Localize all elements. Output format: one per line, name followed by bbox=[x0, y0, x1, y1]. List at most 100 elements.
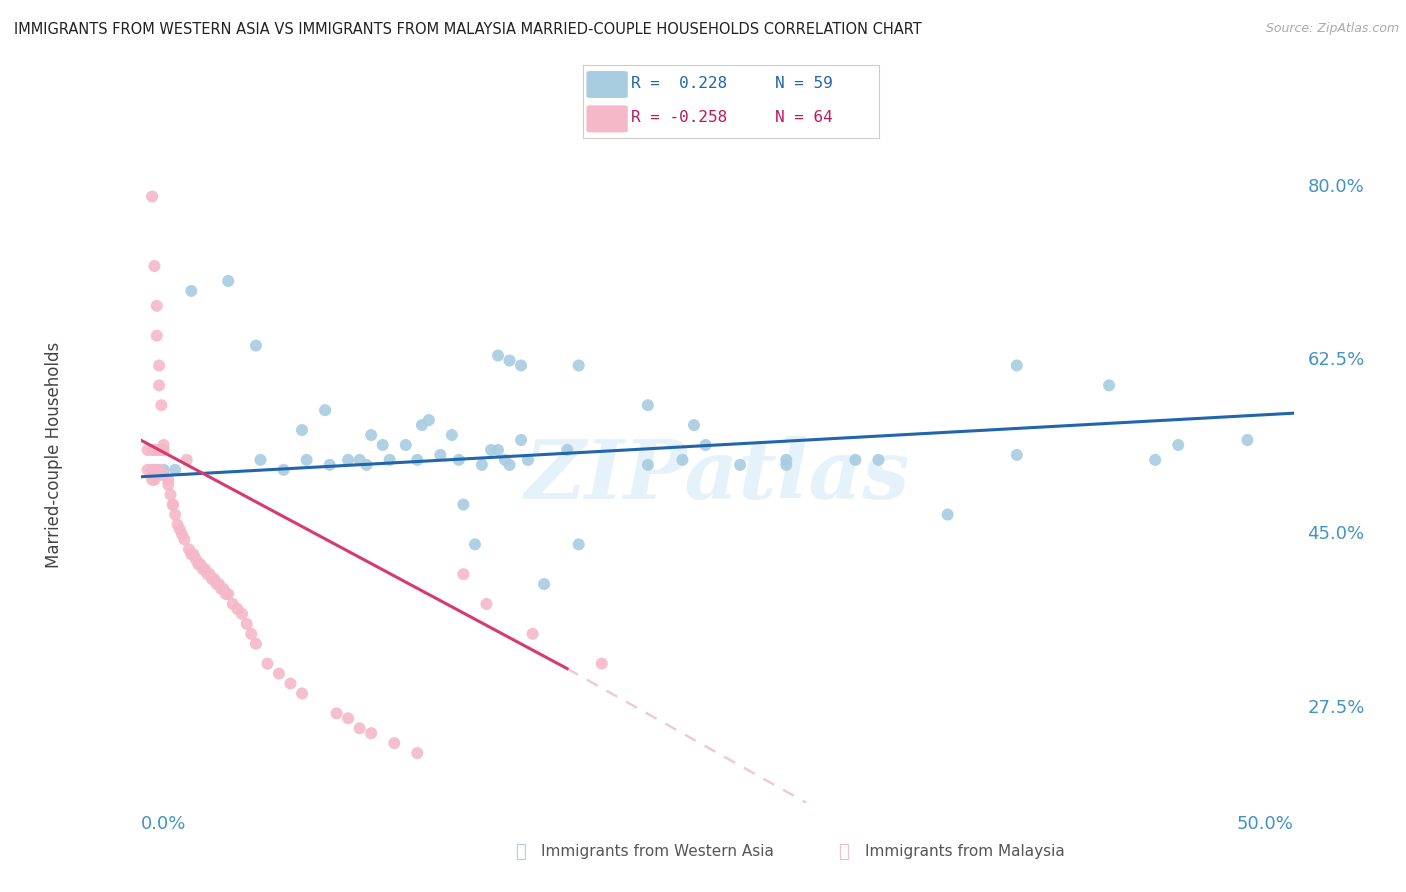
Point bbox=[231, 607, 253, 621]
Point bbox=[190, 558, 212, 572]
Text: N = 59: N = 59 bbox=[776, 77, 834, 91]
Point bbox=[382, 736, 405, 750]
Point bbox=[695, 438, 717, 452]
Point bbox=[148, 463, 170, 477]
Point bbox=[141, 473, 163, 487]
Point bbox=[1005, 359, 1028, 373]
Point bbox=[226, 602, 249, 616]
Point bbox=[201, 572, 224, 586]
Point bbox=[498, 353, 520, 368]
Point bbox=[152, 438, 174, 452]
Point bbox=[295, 453, 318, 467]
Point bbox=[360, 726, 382, 740]
Point bbox=[371, 438, 394, 452]
Point bbox=[143, 259, 166, 273]
Point bbox=[314, 403, 336, 417]
Point bbox=[494, 453, 516, 467]
Point bbox=[187, 558, 209, 572]
Point bbox=[143, 442, 166, 457]
Text: 62.5%: 62.5% bbox=[1308, 351, 1365, 369]
Point bbox=[411, 418, 433, 433]
Point bbox=[165, 463, 187, 477]
Point bbox=[212, 582, 235, 596]
Text: R = -0.258: R = -0.258 bbox=[631, 110, 727, 125]
Point bbox=[356, 458, 378, 472]
Point bbox=[152, 467, 174, 482]
Point bbox=[1167, 438, 1189, 452]
Point bbox=[152, 463, 174, 477]
Point bbox=[177, 542, 200, 557]
Point bbox=[157, 477, 180, 491]
FancyBboxPatch shape bbox=[586, 105, 627, 132]
Point bbox=[337, 711, 360, 725]
Point bbox=[517, 453, 540, 467]
Text: Immigrants from Malaysia: Immigrants from Malaysia bbox=[865, 845, 1064, 859]
Point bbox=[245, 637, 267, 651]
Point bbox=[486, 349, 509, 363]
Point bbox=[522, 627, 544, 641]
Point bbox=[498, 458, 520, 472]
Text: ⬛: ⬛ bbox=[838, 843, 849, 861]
Point bbox=[141, 463, 163, 477]
Point bbox=[240, 627, 263, 641]
Text: IMMIGRANTS FROM WESTERN ASIA VS IMMIGRANTS FROM MALAYSIA MARRIED-COUPLE HOUSEHOL: IMMIGRANTS FROM WESTERN ASIA VS IMMIGRAN… bbox=[14, 22, 922, 37]
Text: ZIPatlas: ZIPatlas bbox=[524, 436, 910, 516]
Text: Married-couple Households: Married-couple Households bbox=[45, 342, 63, 568]
Point bbox=[169, 523, 191, 537]
Point bbox=[1236, 433, 1258, 447]
Point bbox=[194, 562, 217, 576]
Point bbox=[180, 284, 202, 298]
Point bbox=[145, 328, 167, 343]
Text: N = 64: N = 64 bbox=[776, 110, 834, 125]
Point bbox=[136, 463, 159, 477]
Point bbox=[197, 567, 219, 582]
Point bbox=[209, 582, 232, 596]
Point bbox=[555, 442, 578, 457]
Point bbox=[440, 428, 463, 442]
Point bbox=[325, 706, 347, 721]
Point bbox=[510, 359, 533, 373]
Point bbox=[318, 458, 340, 472]
Point bbox=[486, 442, 509, 457]
Point bbox=[349, 721, 371, 735]
Point bbox=[249, 453, 271, 467]
Point bbox=[162, 498, 184, 512]
Point bbox=[145, 299, 167, 313]
Point bbox=[510, 433, 533, 447]
Text: 50.0%: 50.0% bbox=[1237, 814, 1294, 833]
Point bbox=[568, 359, 591, 373]
Point bbox=[256, 657, 278, 671]
Text: 45.0%: 45.0% bbox=[1308, 525, 1364, 543]
Point bbox=[191, 562, 214, 576]
Point bbox=[464, 537, 486, 551]
Point bbox=[143, 473, 166, 487]
Point bbox=[637, 398, 659, 412]
Point bbox=[215, 587, 238, 601]
Point bbox=[844, 453, 866, 467]
Point bbox=[176, 453, 198, 467]
Point bbox=[198, 567, 221, 582]
Point bbox=[378, 453, 401, 467]
Text: Immigrants from Western Asia: Immigrants from Western Asia bbox=[541, 845, 775, 859]
Text: R =  0.228: R = 0.228 bbox=[631, 77, 727, 91]
Point bbox=[291, 423, 314, 437]
Point bbox=[280, 676, 302, 690]
Point bbox=[273, 463, 295, 477]
Point bbox=[349, 453, 371, 467]
Point bbox=[395, 438, 418, 452]
Point bbox=[222, 597, 245, 611]
Point bbox=[475, 597, 498, 611]
Point bbox=[291, 686, 314, 700]
FancyBboxPatch shape bbox=[586, 71, 627, 98]
Point bbox=[337, 453, 360, 467]
Point bbox=[145, 442, 167, 457]
Point bbox=[1144, 453, 1167, 467]
Point bbox=[568, 537, 591, 551]
Point bbox=[360, 428, 382, 442]
Point bbox=[453, 498, 475, 512]
Point bbox=[406, 453, 429, 467]
Point bbox=[479, 442, 502, 457]
Point bbox=[180, 547, 202, 561]
Point bbox=[136, 442, 159, 457]
Point bbox=[267, 666, 290, 681]
